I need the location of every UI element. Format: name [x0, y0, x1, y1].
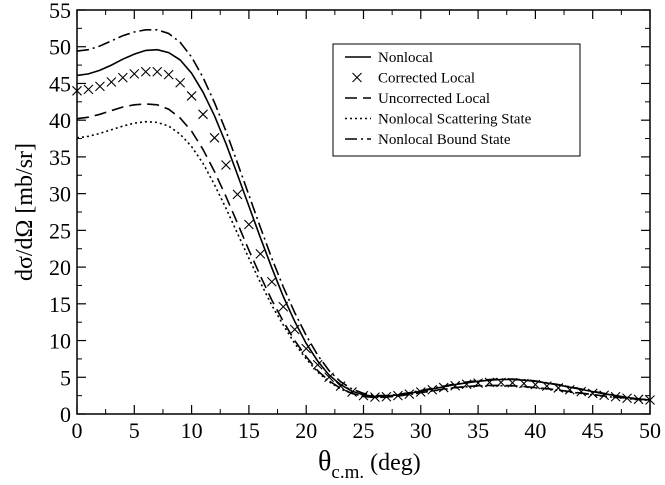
x-tick-label: 50	[639, 418, 661, 443]
data-point-x-stroke	[427, 384, 438, 395]
data-point-x-stroke	[312, 359, 323, 370]
data-point-x-stroke	[266, 276, 277, 287]
data-point-x-stroke	[255, 248, 266, 259]
y-tick-label: 30	[49, 182, 71, 207]
x-axis-label: θc.m. (deg)	[318, 446, 421, 483]
legend-label-uncorrected-local: Uncorrected Local	[378, 91, 490, 107]
legend-label-nonlocal-bound-state: Nonlocal Bound State	[378, 132, 511, 148]
y-tick-label: 45	[49, 71, 71, 96]
y-tick-label: 25	[49, 218, 71, 243]
legend-label-nonlocal: Nonlocal	[378, 50, 433, 66]
data-point-x-stroke	[83, 84, 94, 95]
x-tick-label: 20	[295, 418, 317, 443]
data-point-x-stroke	[244, 219, 254, 230]
x-axis-label-unit: (deg)	[370, 450, 421, 476]
y-tick-label: 40	[49, 108, 71, 133]
x-tick-label: 45	[582, 418, 604, 443]
x-tick-label: 5	[129, 418, 140, 443]
x-tick-label: 30	[410, 418, 432, 443]
x-tick-label: 25	[353, 418, 375, 443]
legend-marker-corrected-local-stroke	[352, 72, 362, 83]
data-point-x-stroke	[129, 69, 140, 79]
series-uncorrected-local	[76, 103, 651, 401]
y-tick-label: 5	[60, 365, 71, 390]
data-point-x-stroke	[438, 382, 449, 393]
data-point-x-stroke	[278, 301, 289, 312]
data-point-x-stroke	[209, 132, 220, 143]
data-point-x-stroke	[198, 109, 208, 120]
data-point-x-stroke	[186, 91, 197, 101]
data-point-x-stroke	[106, 77, 117, 87]
legend-label-nonlocal-scattering-state: Nonlocal Scattering State	[378, 112, 532, 128]
data-point-x-stroke	[301, 343, 312, 354]
data-point-x-stroke	[117, 72, 128, 83]
data-point-x-stroke	[140, 66, 151, 77]
y-tick-label: 50	[49, 35, 71, 60]
axis-ticks	[76, 9, 651, 415]
data-point-x-stroke	[576, 386, 587, 397]
data-point-x-stroke	[72, 85, 82, 96]
series-nonlocal-scattering-state	[76, 120, 651, 402]
data-point-x-stroke	[221, 160, 231, 170]
x-axis-label-main: θ	[318, 446, 331, 477]
x-tick-label: 35	[467, 418, 489, 443]
data-point-x-stroke	[163, 69, 174, 80]
data-point-x-stroke	[587, 388, 598, 399]
series-line-nonlocal-bound-state	[76, 29, 651, 401]
axis-tick-labels: 0 5 10 15 20 25 30 35 40 45 50 0 5 10 15 20 25 30 35 40 45 50…	[49, 0, 661, 443]
data-point-x-stroke	[370, 392, 380, 402]
x-tick-label: 40	[524, 418, 546, 443]
y-tick-label: 10	[49, 329, 71, 354]
x-tick-label: 0	[72, 418, 83, 443]
y-axis-label: dσ/dΩ [mb/sr]	[12, 143, 38, 281]
legend: Nonlocal Corrected Local Uncorrected Local…	[332, 43, 581, 157]
y-tick-label: 35	[49, 145, 71, 170]
data-point-x-stroke	[232, 189, 243, 200]
y-tick-label: 15	[49, 292, 71, 317]
series-nonlocal-bound-state	[76, 29, 651, 401]
x-axis-label-sub: c.m.	[331, 462, 364, 483]
legend-label-corrected-local: Corrected Local	[378, 71, 475, 87]
y-tick-label: 0	[60, 402, 71, 427]
data-point-x-stroke	[95, 81, 105, 92]
data-point-x-stroke	[152, 66, 163, 77]
y-tick-label: 20	[49, 255, 71, 280]
data-point-x-stroke	[347, 387, 357, 397]
data-point-x-stroke	[289, 324, 300, 335]
data-point-x-stroke	[564, 384, 575, 395]
data-point-x-stroke	[175, 77, 186, 88]
data-point-x-stroke	[324, 372, 335, 383]
series-line-uncorrected-local	[76, 103, 651, 401]
x-tick-label: 15	[238, 418, 260, 443]
x-tick-label: 10	[181, 418, 203, 443]
y-tick-label: 55	[49, 0, 71, 23]
series-group	[72, 29, 655, 405]
legend-box	[332, 43, 581, 157]
series-line-nonlocal-scattering-state	[76, 120, 651, 402]
